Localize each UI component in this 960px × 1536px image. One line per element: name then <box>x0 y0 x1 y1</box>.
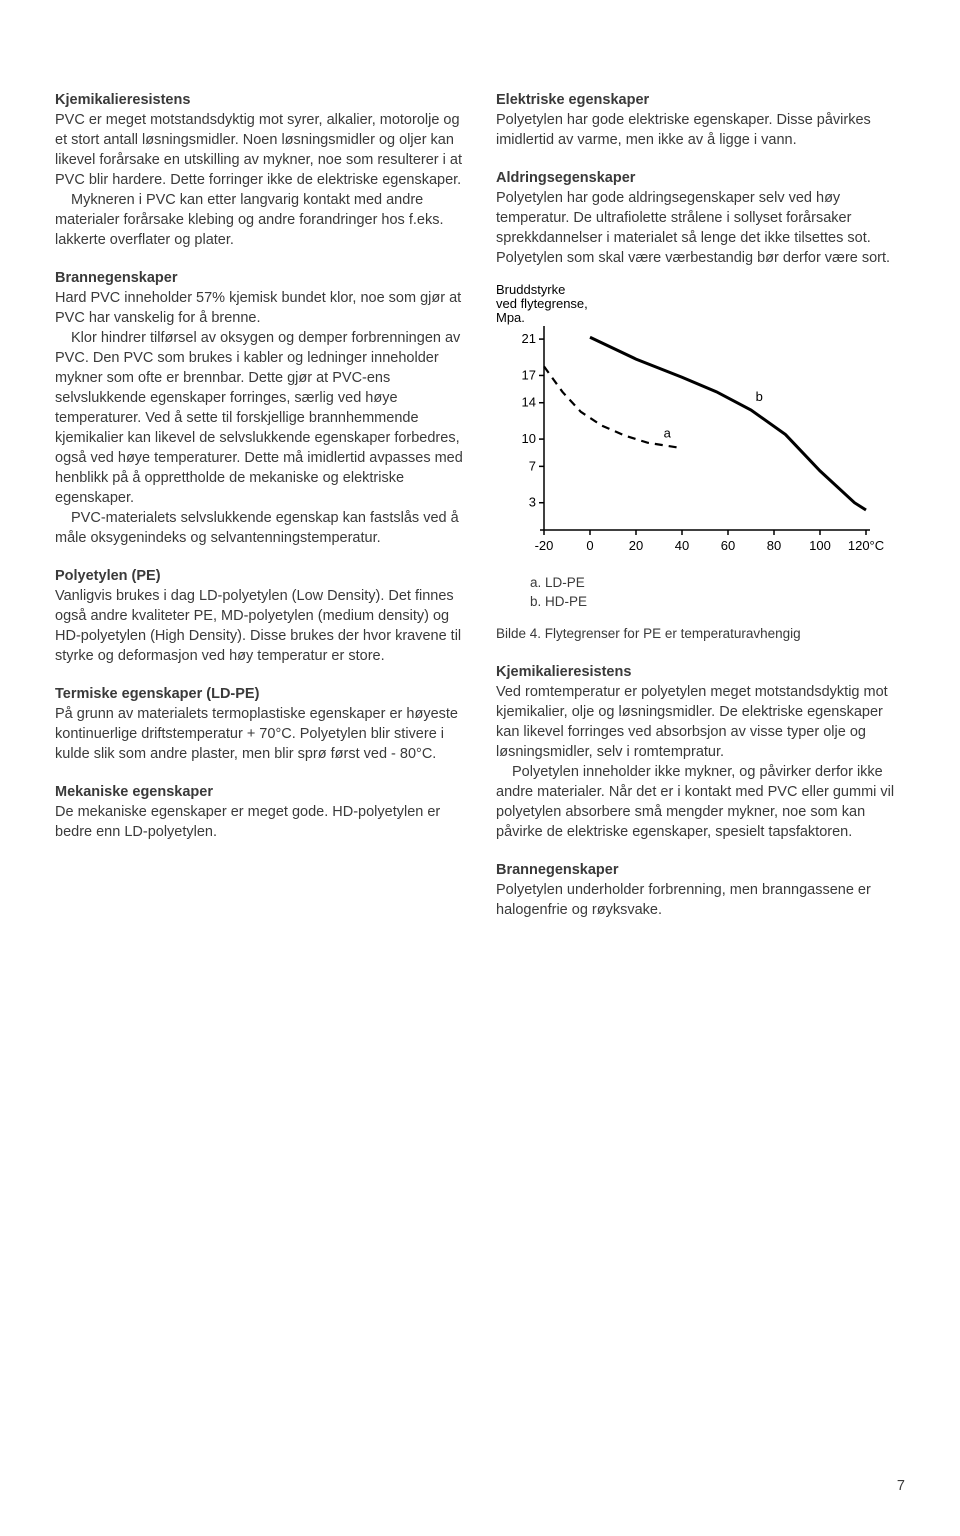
para: Vanligvis brukes i dag LD-polyetylen (Lo… <box>55 586 464 666</box>
chart-svg: Bruddstyrkeved flytegrense,Mpa. 21 17 14 10 7… <box>496 280 886 560</box>
svg-text:60: 60 <box>721 538 735 553</box>
heading-kjemikalieresistens: Kjemikalieresistens <box>55 90 464 110</box>
page-number: 7 <box>897 1476 905 1496</box>
heading-elektriske: Elektriske egenskaper <box>496 90 905 110</box>
left-column: Kjemikalieresistens PVC er meget motstan… <box>55 90 464 920</box>
para: PVC-materialets selvslukkende egenskap k… <box>55 508 464 548</box>
svg-text:120°C: 120°C <box>848 538 884 553</box>
svg-text:a: a <box>664 425 672 440</box>
svg-text:100: 100 <box>809 538 831 553</box>
heading-kjemikalieresistens-2: Kjemikalieresistens <box>496 662 905 682</box>
svg-text:21: 21 <box>522 331 536 346</box>
para: Mykneren i PVC kan etter langvarig konta… <box>55 190 464 250</box>
svg-text:7: 7 <box>529 458 536 473</box>
svg-text:14: 14 <box>522 395 536 410</box>
heading-mekaniske: Mekaniske egenskaper <box>55 782 464 802</box>
svg-text:80: 80 <box>767 538 781 553</box>
para: De mekaniske egenskaper er meget gode. H… <box>55 802 464 842</box>
para: Polyetylen har gode aldringsegenskaper s… <box>496 188 905 268</box>
para: Polyetylen har gode elektriske egenskape… <box>496 110 905 150</box>
right-column: Elektriske egenskaper Polyetylen har god… <box>496 90 905 920</box>
svg-text:Mpa.: Mpa. <box>496 310 525 325</box>
heading-aldring: Aldringsegenskaper <box>496 168 905 188</box>
svg-text:0: 0 <box>586 538 593 553</box>
heading-brannegenskaper-2: Brannegenskaper <box>496 860 905 880</box>
svg-text:-20: -20 <box>535 538 554 553</box>
svg-text:3: 3 <box>529 495 536 510</box>
heading-polyetylen: Polyetylen (PE) <box>55 566 464 586</box>
para: Polyetylen underholder forbrenning, men … <box>496 880 905 920</box>
para: Hard PVC inneholder 57% kjemisk bundet k… <box>55 288 464 328</box>
heading-termiske: Termiske egenskaper (LD-PE) <box>55 684 464 704</box>
legend-b: b. HD-PE <box>530 593 905 612</box>
chart-caption: Bilde 4. Flytegrenser for PE er temperat… <box>496 625 905 644</box>
svg-text:ved flytegrense,: ved flytegrense, <box>496 296 588 311</box>
svg-text:40: 40 <box>675 538 689 553</box>
svg-text:17: 17 <box>522 367 536 382</box>
legend-a: a. LD-PE <box>530 574 905 593</box>
para: På grunn av materialets termoplastiske e… <box>55 704 464 764</box>
heading-brannegenskaper: Brannegenskaper <box>55 268 464 288</box>
svg-text:Bruddstyrke: Bruddstyrke <box>496 282 565 297</box>
svg-text:20: 20 <box>629 538 643 553</box>
svg-text:b: b <box>756 389 763 404</box>
para: Klor hindrer tilførsel av oksygen og dem… <box>55 328 464 508</box>
svg-text:10: 10 <box>522 431 536 446</box>
para: Ved romtemperatur er polyetylen meget mo… <box>496 682 905 762</box>
para: PVC er meget motstandsdyktig mot syrer, … <box>55 110 464 190</box>
line-chart: Bruddstyrkeved flytegrense,Mpa. 21 17 14 10 7… <box>496 280 905 566</box>
para: Polyetylen inneholder ikke mykner, og på… <box>496 762 905 842</box>
